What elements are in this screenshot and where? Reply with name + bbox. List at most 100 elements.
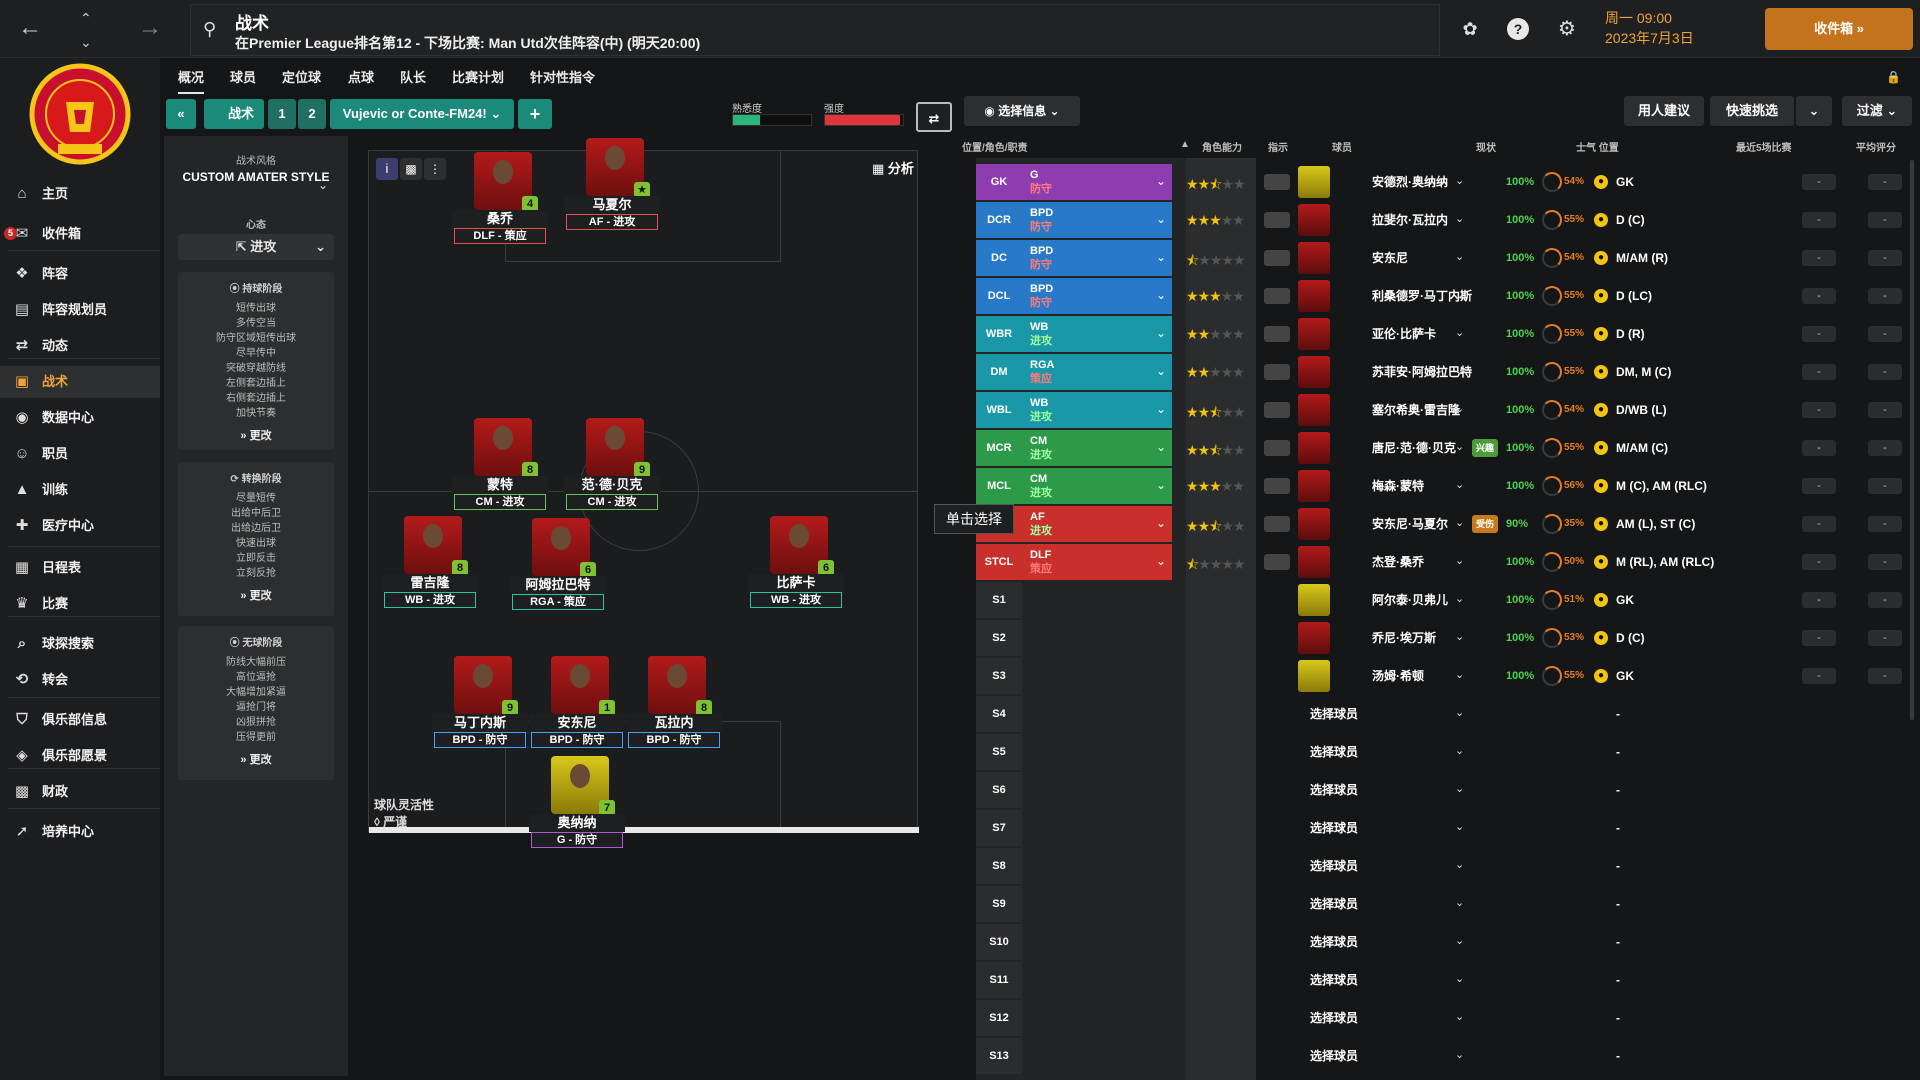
- table-row[interactable]: S10 选择球员 ⌄ -: [976, 924, 1900, 960]
- analysis-button[interactable]: ▦ 分析: [872, 161, 914, 176]
- player-role-dropdown[interactable]: DLF - 策应: [454, 228, 546, 244]
- transition-card[interactable]: ⟳ 转换阶段 尽量短传 出给中后卫 出给边后卫 快速出球 立即反击 立刻反抢 » 更改: [178, 462, 334, 616]
- instructions-icon[interactable]: [1264, 402, 1290, 418]
- player-role-dropdown[interactable]: BPD - 防守: [628, 732, 720, 748]
- role-dropdown[interactable]: WB 进攻: [1022, 392, 1172, 428]
- player-role-dropdown[interactable]: BPD - 防守: [434, 732, 526, 748]
- player-role-dropdown[interactable]: BPD - 防守: [531, 732, 623, 748]
- sidebar-item-12[interactable]: ⌕ 球探搜索: [0, 628, 160, 660]
- gear-icon[interactable]: ⚙: [1558, 18, 1576, 40]
- table-row[interactable]: STCL DLF 策应 ⌄ ⯪★★★★ 杰登·桑乔 ⌄ 100% 50% ● M (RL), AM …: [976, 544, 1902, 580]
- sidebar-item-5[interactable]: ▣ 战术: [0, 366, 160, 398]
- chevron-down-icon[interactable]: ⌄: [1455, 175, 1465, 187]
- sidebar-item-17[interactable]: ➚ 培养中心: [0, 816, 160, 848]
- instructions-icon[interactable]: [1264, 174, 1290, 190]
- col-avg-rating[interactable]: 平均评分: [1856, 143, 1896, 154]
- player-name[interactable]: 阿尔泰·贝弗儿: [1372, 593, 1448, 607]
- quick-pick-chevron-icon[interactable]: ⌄: [1796, 96, 1832, 126]
- chevron-down-icon[interactable]: ⌄: [1455, 935, 1465, 947]
- select-player-dropdown[interactable]: 选择球员: [1310, 859, 1359, 873]
- select-info-dropdown[interactable]: ◉ 选择信息 ⌄: [964, 96, 1080, 126]
- info-icon[interactable]: i: [376, 158, 398, 180]
- sidebar-item-2[interactable]: ❖ 阵容: [0, 258, 160, 290]
- tab-3[interactable]: 点球: [348, 70, 375, 85]
- chevron-down-icon[interactable]: ⌄: [1455, 1011, 1465, 1023]
- col-ability[interactable]: 角色能力: [1202, 143, 1242, 154]
- role-dropdown[interactable]: BPD 防守: [1022, 278, 1172, 314]
- col-position[interactable]: 位置/角色/职责: [962, 143, 1028, 154]
- sidebar-item-1[interactable]: ✉ 收件箱 5: [0, 218, 160, 250]
- player-name[interactable]: 利桑德罗·马丁内斯: [1372, 289, 1472, 303]
- pitch-player[interactable]: 9 范·德·贝克 CM - 进攻: [556, 418, 666, 514]
- tab-1[interactable]: 球员: [230, 70, 257, 85]
- select-player-dropdown[interactable]: 选择球员: [1310, 1049, 1359, 1063]
- tactic-name-dropdown[interactable]: Vujevic or Conte-FM24! ⌄: [330, 99, 514, 129]
- select-player-dropdown[interactable]: 选择球员: [1310, 897, 1359, 911]
- chevron-down-icon[interactable]: ⌄: [1455, 669, 1465, 681]
- table-row[interactable]: S3 汤姆·希顿 ⌄ 100% 55% ● GK - -: [976, 658, 1902, 694]
- chevron-down-icon[interactable]: ⌄: [1455, 973, 1465, 985]
- table-row[interactable]: S7 选择球员 ⌄ -: [976, 810, 1900, 846]
- sidebar-item-14[interactable]: ⛉ 俱乐部信息: [0, 704, 160, 736]
- player-role-dropdown[interactable]: RGA - 策应: [512, 594, 604, 610]
- player-name[interactable]: 拉斐尔·瓦拉内: [1372, 213, 1448, 227]
- table-row[interactable]: DC BPD 防守 ⌄ ⯪★★★★ 安东尼 ⌄ 100% 54% ● M/AM (R) - -: [976, 240, 1902, 276]
- pitch-player[interactable]: 6 比萨卡 WB - 进攻: [740, 516, 850, 612]
- player-role-dropdown[interactable]: WB - 进攻: [750, 592, 842, 608]
- table-row[interactable]: S5 选择球员 ⌄ -: [976, 734, 1900, 770]
- chevron-down-icon[interactable]: ⌄: [1455, 441, 1465, 453]
- chevron-up-icon[interactable]: ⌃: [80, 10, 92, 26]
- role-dropdown[interactable]: WB 进攻: [1022, 316, 1172, 352]
- chevron-down-icon[interactable]: ⌄: [1455, 213, 1465, 225]
- player-role-dropdown[interactable]: CM - 进攻: [454, 494, 546, 510]
- player-name[interactable]: 唐尼·范·德·贝克: [1372, 441, 1456, 455]
- chevron-down-icon[interactable]: ⌄: [80, 34, 92, 50]
- select-player-dropdown[interactable]: 选择球员: [1310, 973, 1359, 987]
- chevron-down-icon[interactable]: ⌄: [1455, 555, 1465, 567]
- tactic-slot-2[interactable]: 2: [298, 99, 326, 129]
- table-row[interactable]: DCL BPD 防守 ⌄ ★★★★★ 利桑德罗·马丁内斯 ⌄ 100% 55% ● D (LC) - -: [976, 278, 1902, 314]
- player-name[interactable]: 苏菲安·阿姆拉巴特: [1372, 365, 1472, 379]
- role-dropdown[interactable]: DLF 策应: [1022, 544, 1172, 580]
- table-row[interactable]: MCR CM 进攻 ⌄ ★★⯪★★ 唐尼·范·德·贝克 ⌄ 兴趣 100% 55% ● M/AM (C…: [976, 430, 1902, 466]
- sidebar-item-11[interactable]: ♛ 比赛: [0, 588, 160, 620]
- table-row[interactable]: S9 选择球员 ⌄ -: [976, 886, 1900, 922]
- pitch-player[interactable]: 6 阿姆拉巴特 RGA - 策应: [502, 518, 612, 614]
- table-row[interactable]: S1 阿尔泰·贝弗儿 ⌄ 100% 51% ● GK - -: [976, 582, 1902, 618]
- player-name[interactable]: 杰登·桑乔: [1372, 555, 1424, 569]
- role-dropdown[interactable]: RGA 策应: [1022, 354, 1172, 390]
- change-button[interactable]: » 更改: [240, 430, 272, 442]
- table-row[interactable]: S6 选择球员 ⌄ -: [976, 772, 1900, 808]
- select-player-dropdown[interactable]: 选择球员: [1310, 783, 1359, 797]
- pitch-player[interactable]: 8 蒙特 CM - 进攻: [444, 418, 554, 514]
- tab-0[interactable]: 概况: [178, 62, 205, 94]
- tab-4[interactable]: 队长: [400, 70, 427, 85]
- col-status[interactable]: 现状: [1476, 143, 1496, 154]
- chevron-down-icon[interactable]: ⌄: [1455, 1049, 1465, 1061]
- instructions-icon[interactable]: [1264, 326, 1290, 342]
- sidebar-item-16[interactable]: ▩ 财政: [0, 776, 160, 808]
- sidebar-item-13[interactable]: ⟲ 转会: [0, 664, 160, 696]
- chevron-down-icon[interactable]: ⌄: [1455, 631, 1465, 643]
- mentality-dropdown[interactable]: ⇱ 进攻 ⌄: [178, 234, 334, 260]
- sidebar-item-4[interactable]: ⇄ 动态: [0, 330, 160, 362]
- sidebar-item-15[interactable]: ◈ 俱乐部愿景: [0, 740, 160, 772]
- chevron-down-icon[interactable]: ⌄: [1455, 251, 1465, 263]
- role-dropdown[interactable]: CM 进攻: [1022, 468, 1172, 504]
- tactic-style[interactable]: 战术风格 CUSTOM AMATER STYLE: [182, 156, 330, 184]
- chevron-down-icon[interactable]: ⌄: [1455, 327, 1465, 339]
- table-row[interactable]: S8 选择球员 ⌄ -: [976, 848, 1900, 884]
- sidebar-item-6[interactable]: ◉ 数据中心: [0, 402, 160, 434]
- col-morale-position[interactable]: 士气 位置: [1576, 143, 1619, 154]
- player-name[interactable]: 亚伦·比萨卡: [1372, 327, 1436, 341]
- table-row[interactable]: WBR WB 进攻 ⌄ ★★★★★ 亚伦·比萨卡 ⌄ 100% 55% ● D (R) - -: [976, 316, 1902, 352]
- player-role-dropdown[interactable]: CM - 进攻: [566, 494, 658, 510]
- search-bar[interactable]: ⚲ 战术 在Premier League排名第12 - 下场比赛: Man Ut…: [190, 4, 1440, 56]
- chevron-down-icon[interactable]: ⌄: [1455, 859, 1465, 871]
- lock-icon[interactable]: 🔒: [1886, 70, 1901, 84]
- tab-2[interactable]: 定位球: [282, 70, 322, 85]
- sidebar-item-10[interactable]: ▦ 日程表: [0, 552, 160, 584]
- col-instructions[interactable]: 指示: [1268, 143, 1288, 154]
- table-row[interactable]: DM RGA 策应 ⌄ ★★★★★ 苏菲安·阿姆拉巴特 ⌄ 100% 55% ● DM, M (C)…: [976, 354, 1902, 390]
- scrollbar[interactable]: [1910, 160, 1914, 720]
